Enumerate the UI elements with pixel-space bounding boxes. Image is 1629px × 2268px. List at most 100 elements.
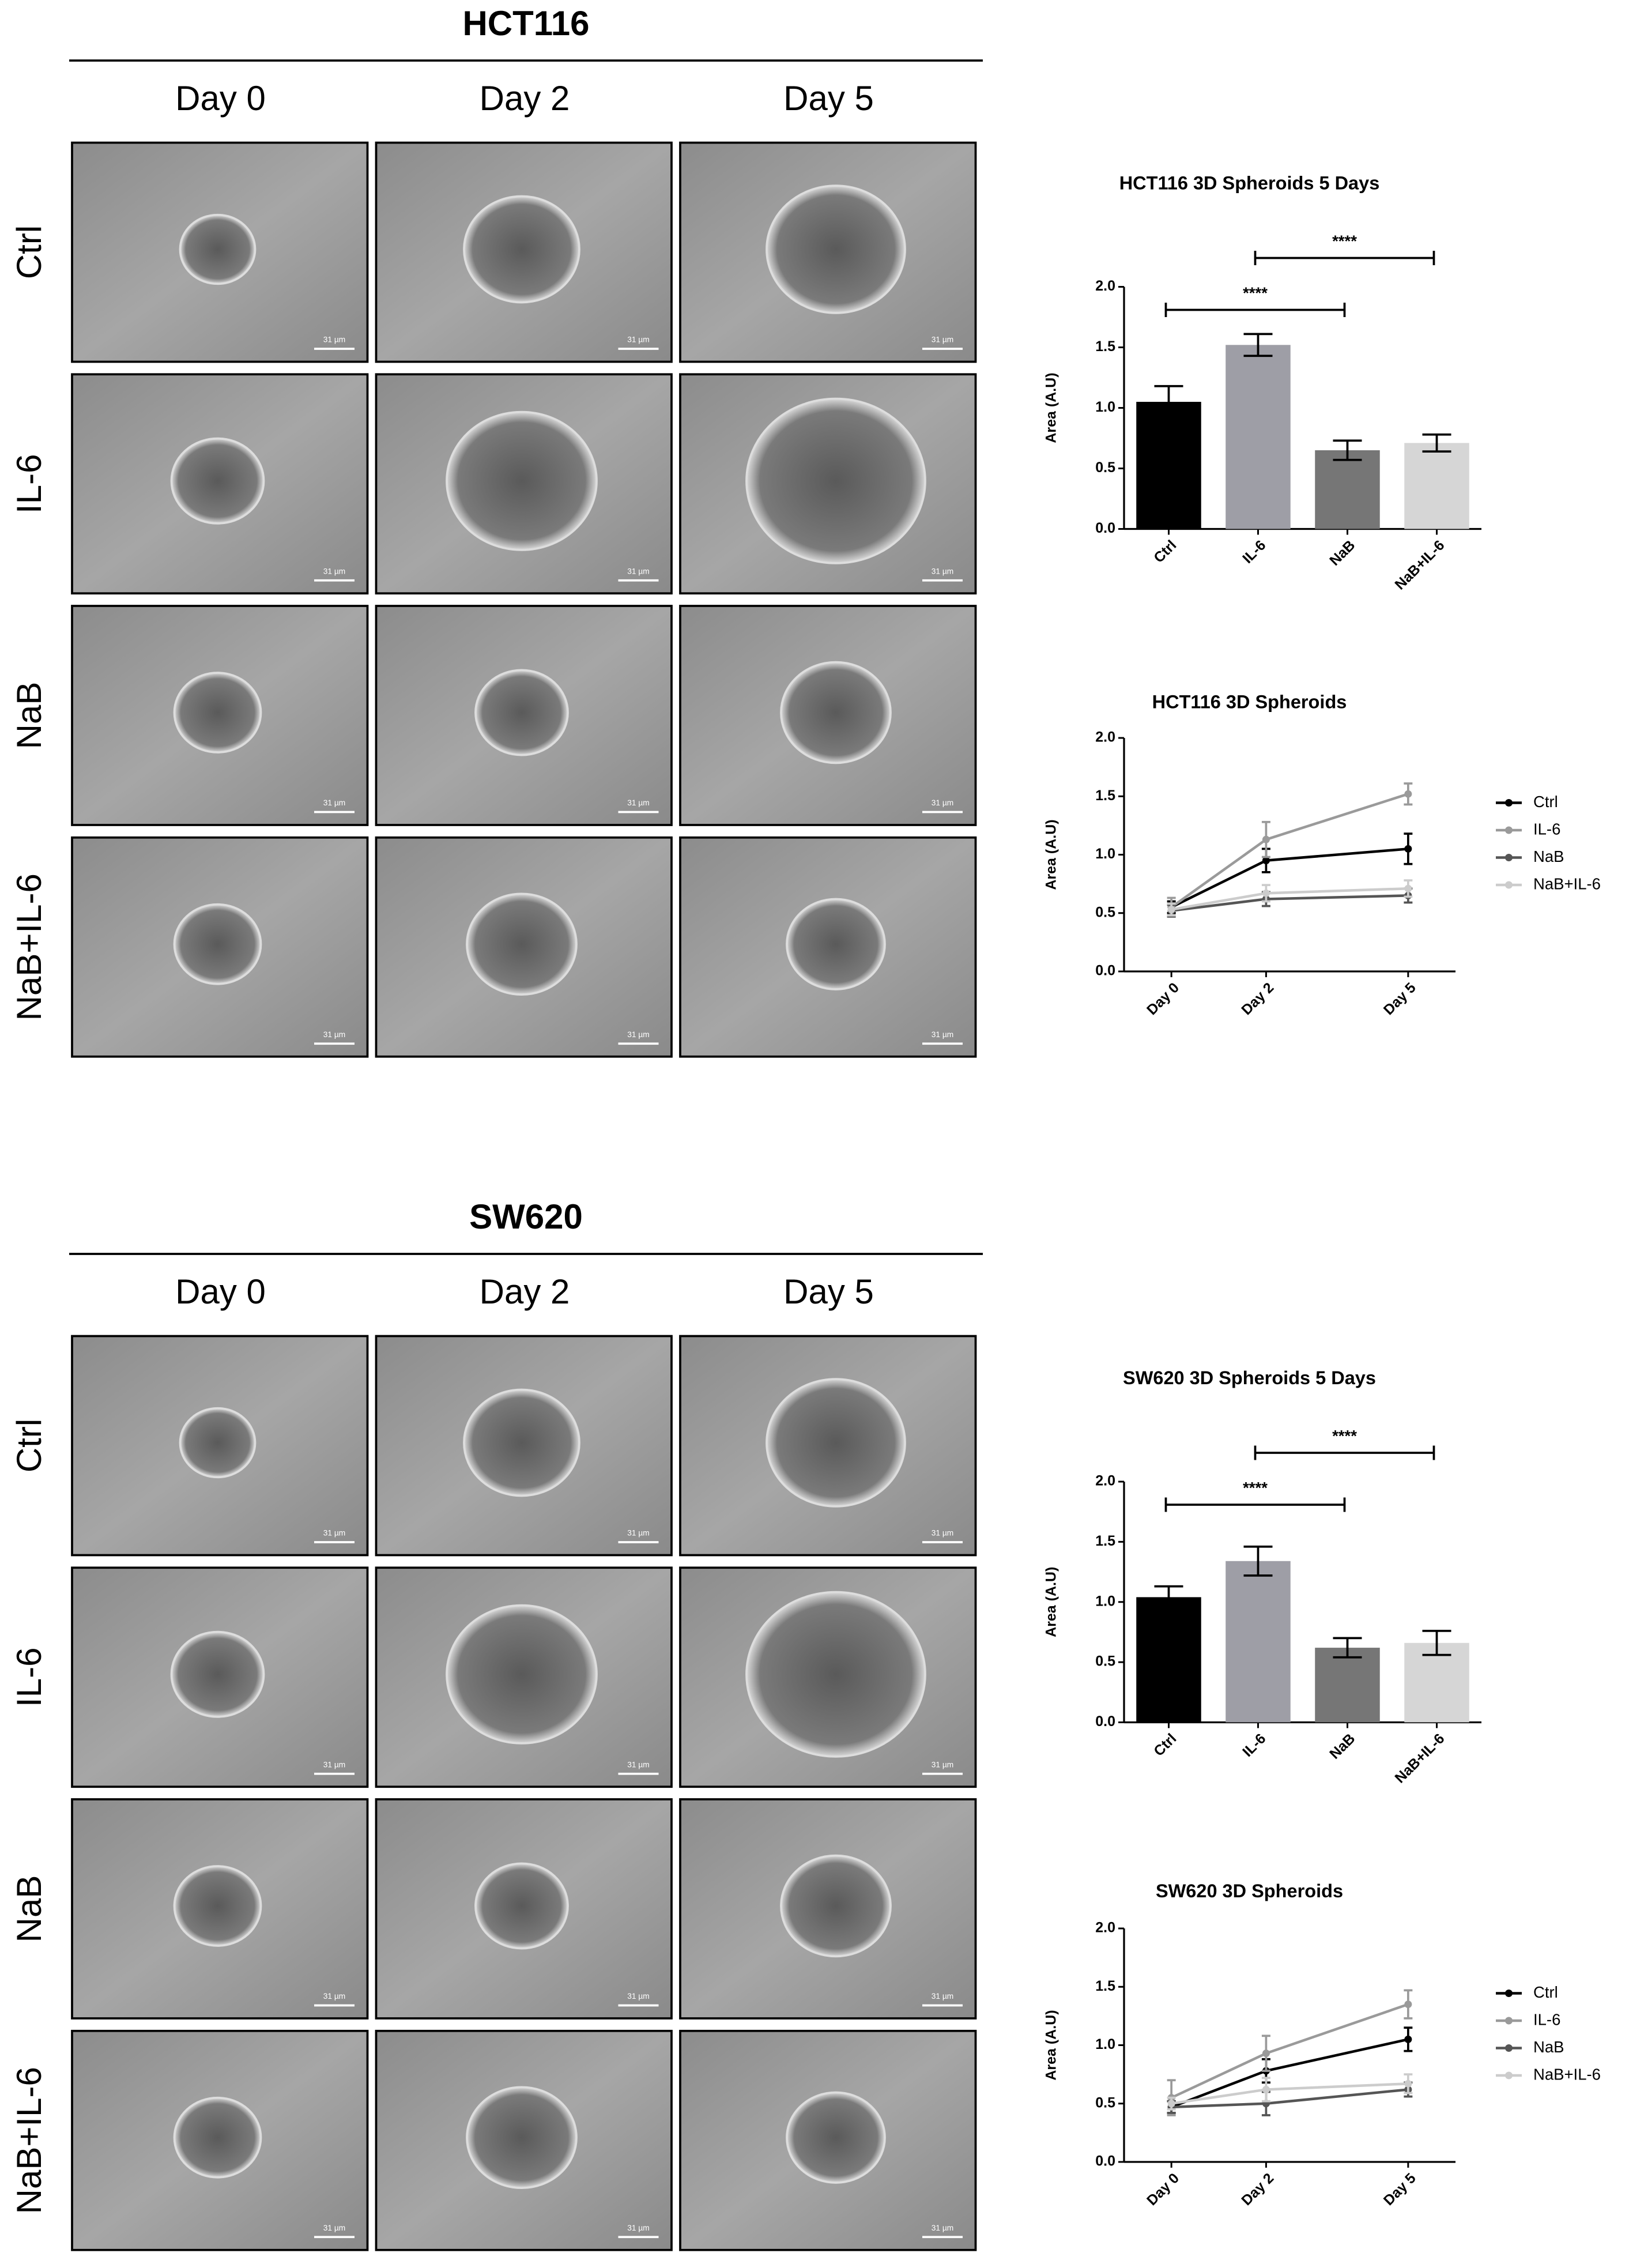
y-tick-label: 1.5 xyxy=(1095,1978,1115,1994)
chart-title: HCT116 3D Spheroids 5 Days xyxy=(1119,173,1380,194)
x-tick-label: Day 5 xyxy=(1381,2170,1419,2209)
x-tick-label: Ctrl xyxy=(1151,537,1179,566)
column-label: Day 0 xyxy=(175,1272,266,1311)
spheroid xyxy=(173,1865,262,1947)
scale-label: 31 µm xyxy=(323,336,346,344)
bar xyxy=(1315,1648,1380,1723)
spheroid xyxy=(446,1604,598,1745)
row-label: IL-6 xyxy=(10,1648,48,1707)
chart: SW620 3D Spheroids 5 Days Area (A.U) 0.0 0.… xyxy=(1043,1367,1481,1787)
row-label: Ctrl xyxy=(10,1419,48,1472)
column-label: Day 2 xyxy=(480,79,570,118)
y-tick-label: 0.5 xyxy=(1095,2094,1115,2111)
legend-marker xyxy=(1505,2044,1513,2052)
spheroid xyxy=(466,2086,578,2190)
spheroid xyxy=(463,1388,580,1497)
panel-title: HCT116 xyxy=(462,4,589,43)
x-tick-label: IL-6 xyxy=(1239,537,1269,567)
scale-label: 31 µm xyxy=(323,2224,346,2232)
scale-label: 31 µm xyxy=(932,1992,954,2000)
spheroid xyxy=(780,1854,892,1958)
scale-label: 31 µm xyxy=(323,1529,346,1538)
point xyxy=(1404,790,1412,798)
y-tick-label: 1.5 xyxy=(1095,338,1115,355)
x-tick-label: Day 0 xyxy=(1144,979,1182,1018)
bar xyxy=(1225,1561,1291,1723)
scale-label: 31 µm xyxy=(932,336,954,344)
legend-label: Ctrl xyxy=(1533,793,1558,811)
y-tick-label: 1.0 xyxy=(1095,1593,1115,1609)
scale-label: 31 µm xyxy=(932,798,954,807)
y-axis-label: Area (A.U) xyxy=(1043,2010,1059,2080)
scale-label: 31 µm xyxy=(323,798,346,807)
spheroid xyxy=(786,2091,886,2184)
legend-label: NaB+IL-6 xyxy=(1533,2065,1601,2083)
y-axis-label: Area (A.U) xyxy=(1043,372,1059,443)
spheroid xyxy=(766,1378,906,1508)
scale-label: 31 µm xyxy=(323,1760,346,1769)
micrograph xyxy=(71,1335,369,1557)
spheroid xyxy=(170,437,265,525)
legend-marker xyxy=(1505,2071,1513,2079)
point xyxy=(1262,2050,1270,2058)
y-tick-label: 1.0 xyxy=(1095,2036,1115,2052)
spheroid xyxy=(745,397,926,564)
y-tick-label: 0.5 xyxy=(1095,459,1115,476)
x-tick-label: NaB xyxy=(1326,537,1358,569)
x-tick-label: Day 2 xyxy=(1238,979,1277,1018)
scale-label: 31 µm xyxy=(932,1030,954,1039)
row-label: NaB+IL-6 xyxy=(10,873,48,1020)
column-label: Day 2 xyxy=(480,1272,570,1311)
point xyxy=(1404,845,1412,853)
row-label: NaB+IL-6 xyxy=(10,2067,48,2214)
x-tick-label: Day 2 xyxy=(1238,2170,1277,2209)
bar xyxy=(1136,402,1201,529)
y-tick-label: 2.0 xyxy=(1095,1473,1115,1489)
chart-title: SW620 3D Spheroids 5 Days xyxy=(1123,1367,1376,1388)
scale-label: 31 µm xyxy=(932,1760,954,1769)
scale-label: 31 µm xyxy=(323,567,346,575)
spheroid xyxy=(173,903,262,985)
series xyxy=(1167,1989,1413,2116)
y-tick-label: 1.5 xyxy=(1095,1533,1115,1549)
y-tick-label: 0.5 xyxy=(1095,904,1115,920)
x-tick-label: Day 5 xyxy=(1381,979,1419,1018)
spheroid xyxy=(179,1407,257,1479)
x-tick-label: IL-6 xyxy=(1239,1731,1269,1760)
bar xyxy=(1136,1597,1201,1723)
significance-label: **** xyxy=(1332,232,1357,250)
scale-label: 31 µm xyxy=(932,1529,954,1538)
row-label: IL-6 xyxy=(10,454,48,514)
scale-label: 31 µm xyxy=(627,1992,650,2000)
column-label: Day 5 xyxy=(783,79,874,118)
significance-label: **** xyxy=(1243,1479,1268,1497)
spheroid xyxy=(446,410,598,551)
y-axis-label: Area (A.U) xyxy=(1043,1567,1059,1637)
point xyxy=(1262,857,1270,865)
spheroid xyxy=(179,213,257,285)
row-label: Ctrl xyxy=(10,225,48,279)
chart: SW620 3D Spheroids Area (A.U) 0.0 0.5 1.0 1.5… xyxy=(1043,1881,1601,2209)
point xyxy=(1404,2000,1412,2009)
bar xyxy=(1315,450,1380,529)
panel-title: SW620 xyxy=(469,1197,583,1236)
series xyxy=(1167,832,1413,914)
y-tick-label: 1.5 xyxy=(1095,788,1115,804)
scale-label: 31 µm xyxy=(932,2224,954,2232)
spheroid xyxy=(474,669,569,756)
chart: HCT116 3D Spheroids Area (A.U) 0.0 0.5 1.0 1.… xyxy=(1043,692,1601,1019)
x-tick-label: NaB+IL-6 xyxy=(1392,537,1447,593)
point xyxy=(1167,2100,1175,2108)
legend-marker xyxy=(1505,881,1513,889)
scale-label: 31 µm xyxy=(932,567,954,575)
micrograph xyxy=(375,2029,673,2251)
row-label: NaB xyxy=(10,682,48,749)
legend-label: IL-6 xyxy=(1533,820,1560,838)
chart-title: SW620 3D Spheroids xyxy=(1156,1881,1343,1901)
point xyxy=(1404,884,1412,892)
y-tick-label: 2.0 xyxy=(1095,729,1115,745)
column-label: Day 0 xyxy=(175,79,266,118)
legend-marker xyxy=(1505,1990,1513,1997)
spheroid xyxy=(786,898,886,990)
